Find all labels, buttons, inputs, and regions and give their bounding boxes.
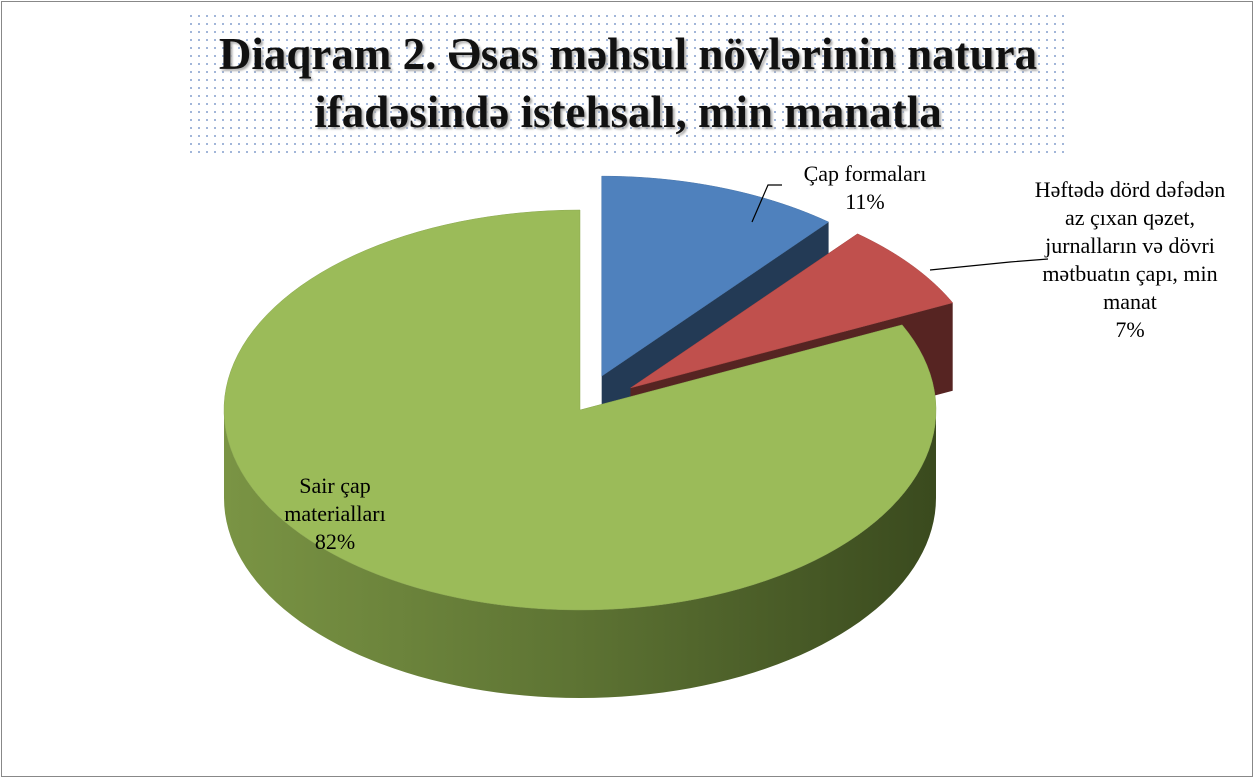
label-name: Sair çap materialları	[284, 473, 386, 526]
data-label: Çap formaları 11%	[775, 160, 955, 216]
chart-title: Diaqram 2. Əsas məhsul növlərinin natura…	[187, 12, 1069, 154]
data-label: Həftədə dörd dəfədən az çıxan qəzet, jur…	[1030, 176, 1230, 344]
slice	[601, 175, 830, 377]
label-name: Çap formaları	[803, 161, 927, 186]
slice	[630, 233, 954, 389]
label-value: 11%	[845, 189, 885, 214]
leader-line	[929, 258, 1049, 271]
label-value: 7%	[1115, 317, 1145, 342]
leader-line	[751, 184, 782, 223]
data-label: Sair çap materialları 82%	[260, 472, 410, 556]
slice-side	[224, 410, 936, 698]
slice	[223, 209, 937, 611]
label-name: Həftədə dörd dəfədən az çıxan qəzet, jur…	[1034, 177, 1226, 314]
label-value: 82%	[314, 529, 356, 554]
